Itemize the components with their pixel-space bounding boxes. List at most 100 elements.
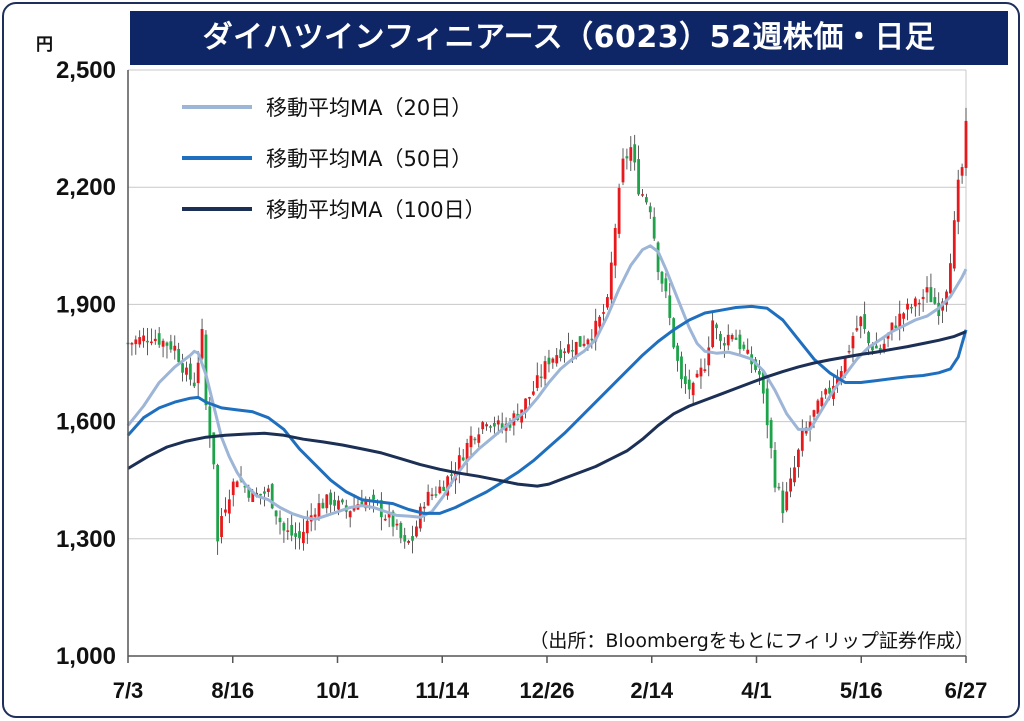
- x-tick-labels: 7/3 8/16 10/1 11/14 12/26 2/14 4/1 5/16 6/27: [113, 678, 988, 703]
- candle-body: [263, 491, 266, 494]
- candle-body: [726, 334, 730, 346]
- candle-body: [839, 371, 843, 382]
- candle-body: [278, 517, 282, 523]
- candle-body: [177, 349, 181, 363]
- candle-body: [609, 262, 613, 300]
- candle-body: [196, 362, 200, 384]
- candle-body: [157, 333, 161, 345]
- candle-body: [364, 501, 368, 509]
- candle-body: [602, 312, 605, 314]
- axes: [127, 70, 967, 663]
- x-tick-label: 12/26: [519, 678, 574, 703]
- ma-line: [127, 330, 967, 488]
- y-tick-label: 1,900: [56, 291, 116, 318]
- candle-body: [563, 351, 566, 353]
- candle-body: [637, 159, 640, 195]
- candle-body: [481, 422, 485, 430]
- candle-body: [535, 375, 539, 388]
- candle-body: [181, 363, 184, 373]
- candle-body: [660, 271, 664, 284]
- candle-body: [910, 306, 913, 309]
- candle-body: [582, 343, 586, 346]
- candle-body: [415, 526, 418, 537]
- candle-body: [165, 342, 169, 346]
- candle-body: [243, 485, 247, 488]
- y-tick-label: 2,200: [56, 174, 116, 201]
- candle-body: [321, 502, 325, 509]
- candle-body: [333, 499, 336, 506]
- candle-body: [952, 220, 956, 269]
- legend: 移動平均MA（20日） 移動平均MA（50日） 移動平均MA（100日）: [182, 96, 486, 222]
- candle-body: [337, 500, 340, 510]
- candle-body: [769, 420, 773, 449]
- x-tick-label: 7/3: [113, 678, 144, 703]
- candle-body: [146, 340, 149, 343]
- candle-body: [173, 345, 177, 351]
- candle-body: [489, 426, 492, 428]
- candle-body: [867, 332, 870, 344]
- candle-body: [185, 367, 188, 375]
- candle-body: [824, 389, 828, 395]
- candle-body: [442, 486, 446, 491]
- legend-label: 移動平均MA（50日）: [266, 147, 472, 171]
- candle-body: [781, 490, 785, 514]
- candle-body: [683, 376, 687, 384]
- candle-body: [574, 342, 578, 357]
- candle-body: [871, 344, 874, 351]
- candle-body: [859, 316, 863, 327]
- candle-body: [485, 424, 488, 427]
- candle-body: [874, 345, 878, 349]
- candle-body: [290, 524, 294, 536]
- candle-body: [765, 388, 769, 426]
- y-tick-label: 1,600: [56, 409, 116, 436]
- candle-body: [722, 343, 726, 346]
- candle-body: [313, 514, 317, 517]
- x-tick-label: 6/27: [945, 678, 988, 703]
- candle-body: [672, 318, 676, 348]
- candle-body: [687, 379, 691, 390]
- candle-body: [352, 506, 356, 511]
- candle-body: [820, 397, 824, 407]
- candle-body: [917, 302, 921, 305]
- candle-body: [395, 523, 399, 526]
- candle-body: [902, 313, 906, 319]
- candle-body: [192, 382, 196, 387]
- candle-body: [641, 194, 644, 196]
- candle-body: [383, 518, 387, 521]
- y-tick-label: 2,500: [56, 57, 116, 84]
- candle-body: [847, 350, 851, 353]
- candle-body: [761, 372, 765, 394]
- candle-body: [208, 406, 212, 438]
- candle-body: [945, 291, 948, 305]
- candle-body: [843, 357, 847, 376]
- candle-body: [906, 303, 909, 310]
- candle-body: [282, 523, 286, 531]
- candle-body: [594, 320, 598, 342]
- candle-body: [617, 187, 621, 234]
- candle-body: [621, 158, 625, 183]
- candle-body: [808, 421, 812, 429]
- candle-body: [161, 340, 165, 347]
- candle-body: [134, 339, 138, 345]
- candle-body: [773, 449, 777, 488]
- candle-body: [816, 400, 820, 414]
- candle-body: [325, 494, 329, 509]
- candle-body: [800, 430, 804, 451]
- candle-body: [828, 387, 831, 394]
- ma-line: [126, 304, 968, 515]
- candle-body: [422, 506, 426, 509]
- candle-body: [586, 339, 590, 345]
- candle-body: [664, 278, 668, 292]
- candle-body: [863, 314, 867, 329]
- candlesticks: [126, 107, 968, 555]
- candle-body: [629, 147, 633, 161]
- candle-body: [898, 313, 902, 329]
- candle-body: [500, 423, 504, 430]
- candle-body: [305, 520, 309, 534]
- candle-body: [270, 484, 274, 509]
- y-unit-label: 円: [36, 35, 53, 55]
- candle-body: [715, 324, 718, 329]
- candle-body: [477, 434, 481, 443]
